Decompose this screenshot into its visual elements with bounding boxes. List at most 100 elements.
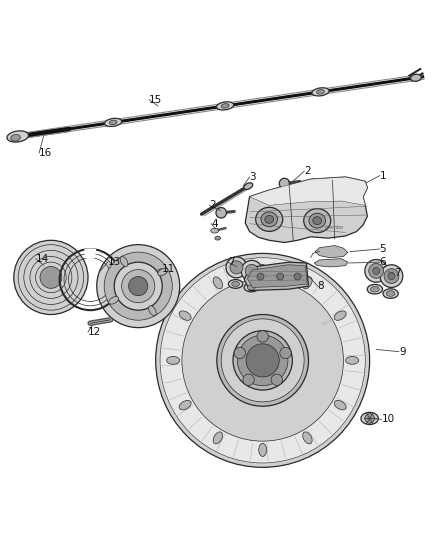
Ellipse shape — [109, 296, 119, 304]
Text: brembo: brembo — [325, 225, 344, 230]
Circle shape — [104, 252, 172, 320]
Ellipse shape — [361, 413, 378, 425]
Ellipse shape — [367, 285, 382, 294]
Ellipse shape — [211, 228, 219, 233]
Ellipse shape — [244, 183, 253, 190]
Text: 12: 12 — [88, 327, 101, 337]
Text: 8: 8 — [318, 281, 324, 291]
Polygon shape — [244, 262, 308, 290]
Circle shape — [221, 319, 304, 402]
Ellipse shape — [216, 102, 234, 110]
Text: 16: 16 — [39, 148, 53, 158]
Circle shape — [373, 268, 380, 274]
Ellipse shape — [148, 306, 156, 316]
Circle shape — [277, 273, 284, 280]
Text: 9: 9 — [399, 346, 406, 357]
Circle shape — [97, 245, 180, 328]
Circle shape — [257, 330, 268, 342]
Text: 14: 14 — [35, 254, 49, 264]
Ellipse shape — [383, 289, 398, 298]
Ellipse shape — [228, 280, 243, 288]
Ellipse shape — [105, 118, 122, 126]
Circle shape — [241, 261, 262, 281]
Ellipse shape — [259, 443, 267, 456]
Ellipse shape — [261, 212, 278, 227]
Ellipse shape — [386, 290, 395, 296]
Ellipse shape — [247, 285, 255, 290]
Circle shape — [365, 414, 374, 423]
Ellipse shape — [256, 207, 283, 231]
Polygon shape — [314, 259, 348, 267]
Circle shape — [280, 348, 291, 359]
Ellipse shape — [158, 268, 168, 276]
Ellipse shape — [179, 311, 191, 320]
Circle shape — [369, 263, 384, 278]
Circle shape — [365, 260, 388, 282]
Ellipse shape — [7, 131, 28, 142]
Ellipse shape — [179, 400, 191, 410]
Text: 13: 13 — [108, 257, 121, 267]
Polygon shape — [250, 177, 367, 205]
Circle shape — [245, 264, 258, 277]
Ellipse shape — [244, 283, 258, 292]
Circle shape — [257, 273, 264, 280]
Circle shape — [217, 314, 308, 406]
Text: 5: 5 — [380, 244, 386, 254]
Polygon shape — [315, 246, 348, 258]
Circle shape — [155, 253, 370, 467]
Circle shape — [182, 280, 343, 441]
Text: 1: 1 — [380, 171, 386, 181]
Circle shape — [160, 258, 365, 463]
Text: 15: 15 — [149, 95, 162, 104]
Ellipse shape — [213, 277, 223, 289]
Ellipse shape — [371, 286, 379, 292]
Polygon shape — [245, 177, 367, 243]
Ellipse shape — [232, 281, 240, 287]
Ellipse shape — [303, 277, 312, 289]
Ellipse shape — [259, 264, 267, 277]
Text: 4: 4 — [211, 219, 218, 229]
Circle shape — [216, 207, 226, 218]
Circle shape — [384, 269, 399, 284]
Circle shape — [129, 277, 148, 296]
Circle shape — [271, 374, 283, 385]
Circle shape — [234, 348, 245, 359]
Ellipse shape — [213, 432, 223, 444]
Circle shape — [237, 335, 288, 386]
Ellipse shape — [265, 215, 274, 223]
Circle shape — [226, 257, 247, 278]
Circle shape — [246, 344, 279, 377]
Text: 7: 7 — [394, 268, 400, 278]
Ellipse shape — [303, 432, 312, 444]
Ellipse shape — [410, 74, 421, 82]
Ellipse shape — [11, 134, 20, 141]
Ellipse shape — [166, 357, 180, 364]
Circle shape — [279, 179, 290, 189]
Ellipse shape — [221, 104, 229, 108]
Circle shape — [122, 270, 155, 303]
Wedge shape — [85, 249, 95, 258]
Text: 7: 7 — [228, 257, 234, 267]
Ellipse shape — [309, 213, 325, 228]
Circle shape — [233, 330, 292, 390]
Ellipse shape — [334, 311, 346, 320]
Ellipse shape — [109, 120, 117, 125]
Ellipse shape — [304, 208, 331, 233]
Circle shape — [40, 266, 62, 288]
Text: 3: 3 — [250, 172, 256, 182]
Circle shape — [380, 265, 403, 287]
Ellipse shape — [312, 88, 329, 96]
Ellipse shape — [313, 217, 321, 224]
Circle shape — [230, 261, 243, 274]
Ellipse shape — [346, 357, 359, 364]
Polygon shape — [247, 265, 307, 287]
Text: 11: 11 — [161, 264, 175, 273]
Text: 2: 2 — [304, 166, 311, 176]
Circle shape — [114, 262, 162, 310]
Text: 10: 10 — [381, 414, 395, 424]
Circle shape — [294, 273, 301, 280]
Circle shape — [243, 374, 254, 385]
Circle shape — [14, 240, 88, 314]
Ellipse shape — [215, 236, 220, 240]
Text: 2: 2 — [209, 200, 216, 211]
